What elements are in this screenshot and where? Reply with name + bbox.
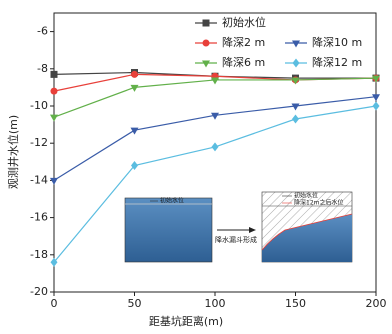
marker	[372, 94, 380, 102]
legend-label: 降深2 m	[222, 35, 265, 49]
x-tick-label: 150	[285, 297, 306, 310]
legend-marker	[202, 60, 210, 68]
marker	[372, 101, 380, 111]
legend-label: 降深6 m	[222, 55, 265, 69]
marker	[50, 70, 58, 78]
marker	[292, 114, 299, 124]
marker	[211, 112, 219, 120]
legend-marker	[292, 40, 300, 48]
inset-label: 初始水位	[294, 192, 318, 200]
inset-label: 初始水位	[160, 197, 184, 205]
y-axis-label: 观测井水位(m)	[6, 115, 20, 189]
x-tick-label: 0	[51, 297, 58, 310]
series-line	[53, 96, 377, 181]
marker	[50, 257, 58, 267]
inset-arrow: 降水漏斗形成	[215, 227, 257, 244]
y-tick-label: -18	[30, 248, 48, 261]
marker	[50, 177, 58, 185]
marker	[211, 142, 219, 152]
marker	[291, 77, 300, 85]
inset-label: 降深12m之后水位	[294, 199, 343, 207]
marker	[130, 84, 139, 92]
marker	[130, 127, 139, 135]
legend-label: 初始水位	[222, 15, 266, 29]
inset-initial: 初始水位	[124, 197, 213, 263]
inset-drawdown: 初始水位 降深12m之后水位	[261, 192, 353, 263]
marker	[372, 75, 380, 83]
legend-label: 降深12 m	[312, 55, 362, 69]
marker	[50, 87, 58, 95]
marker	[131, 161, 138, 171]
marker	[291, 103, 300, 111]
marker	[211, 77, 219, 85]
inset-caption: 降水漏斗形成	[215, 235, 257, 244]
y-tick-label: -6	[37, 25, 48, 38]
y-tick-label: -12	[30, 136, 48, 149]
y-tick-label: -14	[30, 173, 48, 186]
x-axis-label: 距基坑距离(m)	[149, 314, 223, 328]
marker	[50, 114, 58, 122]
legend-marker	[292, 58, 300, 68]
x-tick-label: 50	[128, 297, 142, 310]
legend-marker	[202, 39, 210, 47]
y-tick-label: -20	[30, 285, 48, 298]
legend-marker	[202, 19, 210, 27]
y-tick-label: -8	[37, 62, 48, 75]
y-tick-label: -16	[30, 211, 48, 224]
x-tick-label: 200	[366, 297, 387, 310]
marker	[131, 70, 138, 78]
legend-label: 降深10 m	[312, 35, 362, 49]
y-tick-label: -10	[30, 99, 48, 112]
x-tick-label: 100	[205, 297, 226, 310]
